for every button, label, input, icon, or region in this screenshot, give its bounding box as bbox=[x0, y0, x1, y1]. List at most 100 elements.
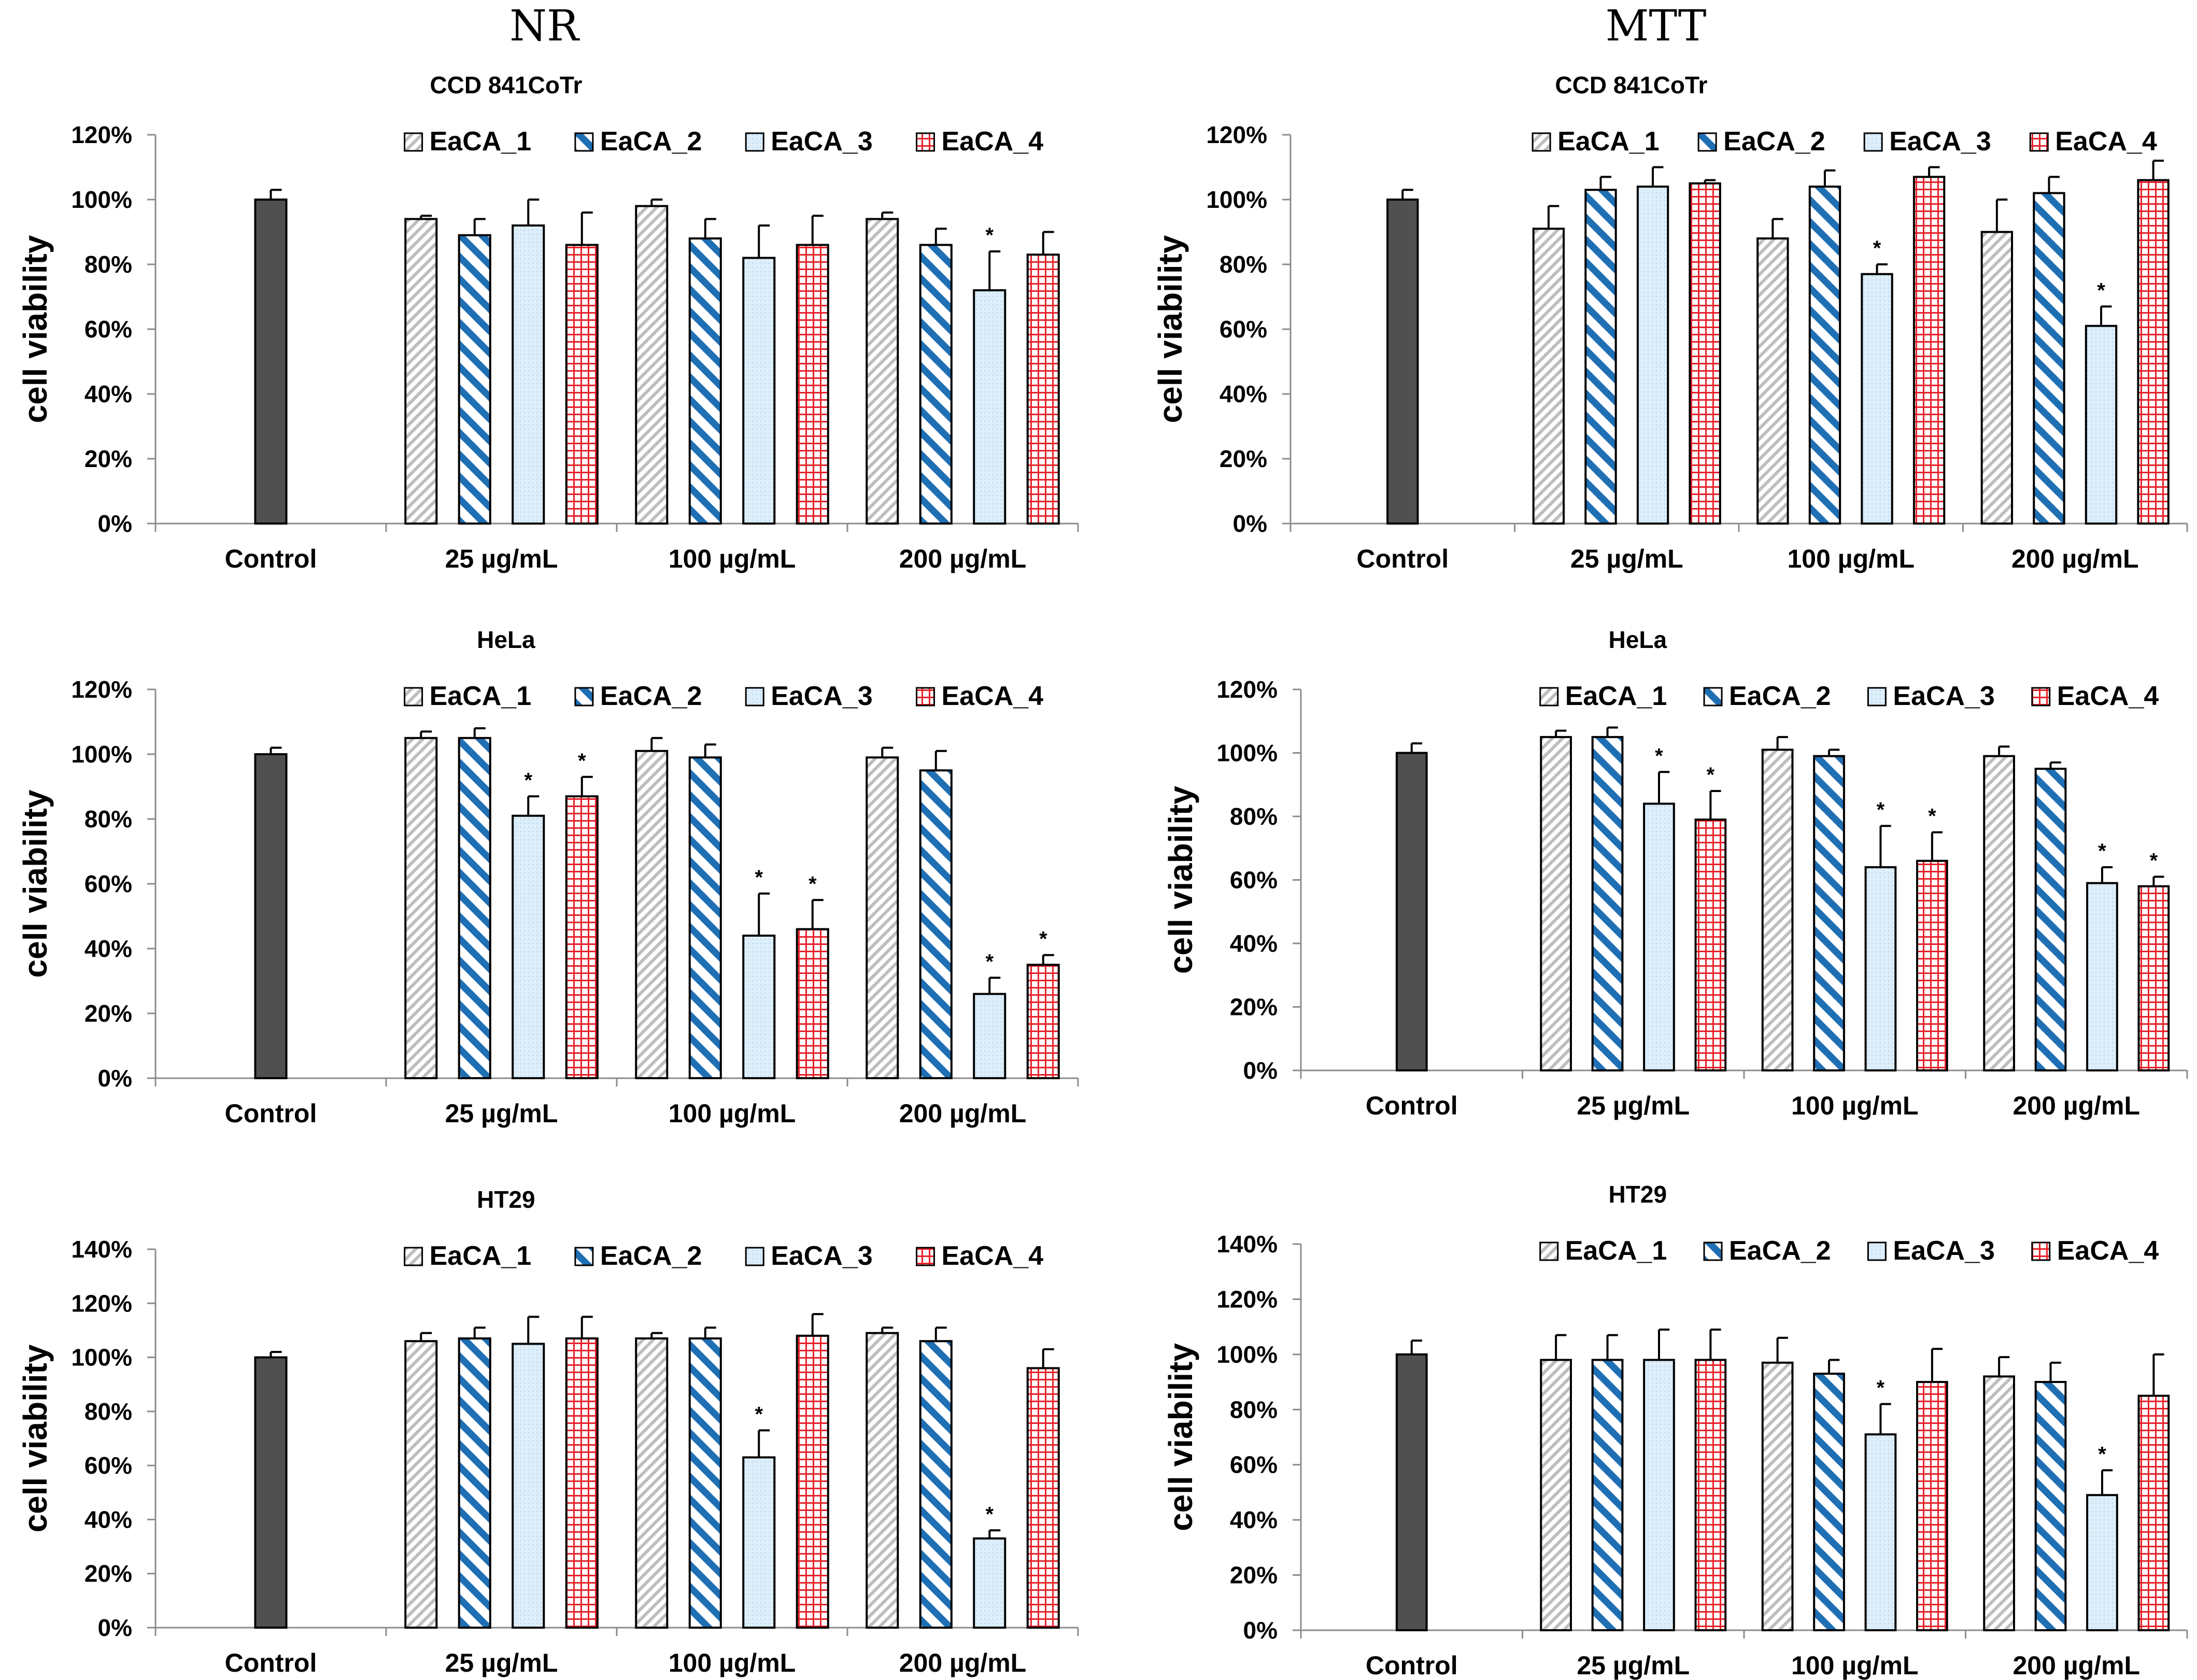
legend-swatch-eaca4 bbox=[916, 687, 935, 707]
bar-eaca2 bbox=[2034, 1381, 2067, 1632]
bar-eaca1 bbox=[635, 205, 669, 525]
bar-eaca4 bbox=[565, 1337, 599, 1629]
y-tick-label: 60% bbox=[84, 870, 132, 897]
y-tick-label: 140% bbox=[71, 1236, 132, 1263]
bar-eaca3 bbox=[1643, 1359, 1675, 1631]
legend-label: EaCA_3 bbox=[1893, 1236, 1995, 1266]
bar-eaca1 bbox=[866, 756, 899, 1079]
legend-label: EaCA_1 bbox=[1565, 1236, 1667, 1266]
category-label: Control bbox=[1356, 544, 1449, 573]
bar-eaca1 bbox=[1761, 749, 1794, 1071]
bar-eaca1 bbox=[866, 218, 899, 525]
category-label: 25 µg/mL bbox=[1570, 544, 1683, 573]
legend-label: EaCA_1 bbox=[430, 1241, 532, 1271]
control-bar bbox=[1386, 199, 1419, 525]
bar-eaca4 bbox=[1694, 818, 1727, 1071]
control-bar bbox=[254, 199, 288, 525]
bar-eaca4 bbox=[1916, 859, 1948, 1071]
bar-eaca3 bbox=[512, 224, 545, 525]
bar-eaca3 bbox=[1636, 186, 1669, 525]
bar-eaca1 bbox=[1532, 228, 1565, 525]
legend-label: EaCA_4 bbox=[2055, 126, 2157, 157]
bar-eaca1 bbox=[1983, 755, 2015, 1071]
bar-eaca1 bbox=[404, 1340, 438, 1629]
category-label: 200 µg/mL bbox=[2011, 544, 2139, 573]
category-label: 100 µg/mL bbox=[669, 1648, 796, 1677]
bar-eaca2 bbox=[1808, 186, 1841, 525]
legend-swatch-eaca3 bbox=[745, 1247, 764, 1266]
category-label: Control bbox=[1366, 1651, 1458, 1680]
category-label: Control bbox=[225, 1099, 317, 1128]
control-bar bbox=[1395, 752, 1428, 1071]
y-tick-label: 40% bbox=[1230, 930, 1278, 957]
chart-title: HT29 bbox=[1609, 1181, 1667, 1208]
chart-panel-nr-hela: HeLa cell viability 0% 20% 40% 60% 80% 100% 120%… bbox=[17, 626, 1079, 1128]
y-tick-label: 0% bbox=[98, 510, 132, 537]
y-tick-label: 0% bbox=[1243, 1057, 1278, 1084]
bar-eaca4 bbox=[1689, 182, 1721, 525]
y-tick-label: 60% bbox=[1230, 867, 1278, 894]
legend-swatch-eaca2 bbox=[574, 687, 594, 707]
y-tick-label: 100% bbox=[71, 741, 132, 768]
bar-eaca4 bbox=[1026, 253, 1060, 525]
bar-eaca1 bbox=[1980, 231, 2014, 525]
bar-eaca2 bbox=[1591, 736, 1624, 1071]
y-tick-label: 20% bbox=[1230, 994, 1278, 1021]
significance-marker: * bbox=[985, 950, 994, 973]
y-tick-label: 20% bbox=[84, 445, 132, 472]
legend-label: EaCA_2 bbox=[600, 681, 702, 711]
chart-panel-nr-ccd-841cotr: CCD 841CoTr cell viability 0% 20% 40% 60% 80% 1… bbox=[17, 72, 1079, 573]
category-label: 100 µg/mL bbox=[1787, 544, 1915, 573]
legend-swatch-eaca3 bbox=[1863, 132, 1883, 152]
bar-eaca3 bbox=[973, 993, 1007, 1079]
category-label: 25 µg/mL bbox=[445, 1648, 558, 1677]
legend-label: EaCA_1 bbox=[1557, 126, 1660, 157]
legend-swatch-eaca3 bbox=[745, 132, 764, 152]
y-tick-label: 20% bbox=[1220, 445, 1267, 472]
legend-swatch-eaca4 bbox=[916, 1247, 935, 1266]
legend-label: EaCA_3 bbox=[1893, 681, 1995, 711]
y-axis-label: cell viability bbox=[1152, 235, 1189, 423]
significance-marker: * bbox=[985, 1503, 994, 1526]
significance-marker: * bbox=[1039, 928, 1047, 951]
bar-eaca4 bbox=[565, 795, 599, 1079]
category-label: Control bbox=[1366, 1091, 1458, 1120]
y-tick-label: 0% bbox=[1233, 510, 1267, 537]
chart-panel-mtt-hela: HeLa cell viability 0% 20% 40% 60% 80% 100% 120%… bbox=[1162, 626, 2188, 1120]
y-tick-label: 120% bbox=[71, 121, 132, 148]
y-tick-label: 100% bbox=[1216, 740, 1278, 767]
significance-marker: * bbox=[809, 872, 817, 895]
y-tick-label: 120% bbox=[1216, 1286, 1278, 1312]
category-label: Control bbox=[225, 1648, 317, 1677]
legend-label: EaCA_4 bbox=[2057, 1236, 2159, 1266]
bar-eaca2 bbox=[688, 756, 722, 1079]
y-tick-label: 80% bbox=[1220, 251, 1267, 278]
bar-eaca4 bbox=[1026, 1367, 1060, 1629]
legend-label: EaCA_3 bbox=[1889, 126, 1991, 157]
significance-marker: * bbox=[2097, 279, 2105, 302]
significance-marker: * bbox=[524, 769, 532, 792]
chart-title: CCD 841CoTr bbox=[1555, 72, 1707, 98]
legend-label: EaCA_1 bbox=[430, 126, 532, 157]
column-header-mtt: MTT bbox=[1606, 2, 1707, 51]
y-tick-label: 120% bbox=[1206, 121, 1267, 148]
bar-eaca1 bbox=[1761, 1361, 1794, 1632]
y-tick-label: 40% bbox=[84, 380, 132, 407]
y-tick-label: 20% bbox=[84, 1560, 132, 1587]
legend-swatch-eaca2 bbox=[1697, 132, 1717, 152]
category-label: 200 µg/mL bbox=[899, 544, 1027, 573]
legend-swatch-eaca1 bbox=[1532, 132, 1551, 152]
y-tick-label: 140% bbox=[1216, 1231, 1278, 1258]
category-label: 200 µg/mL bbox=[2012, 1091, 2140, 1120]
bar-eaca4 bbox=[1026, 964, 1060, 1079]
significance-marker: * bbox=[2150, 849, 2158, 872]
control-bar bbox=[1395, 1353, 1428, 1632]
legend-label: EaCA_2 bbox=[1729, 681, 1831, 711]
y-axis-label: cell viability bbox=[1162, 1343, 1199, 1531]
legend-label: EaCA_2 bbox=[600, 1241, 702, 1271]
bar-eaca3 bbox=[973, 1537, 1007, 1629]
control-bar bbox=[254, 753, 288, 1079]
bar-eaca3 bbox=[1864, 866, 1897, 1071]
category-label: 100 µg/mL bbox=[669, 544, 796, 573]
chart-panel-nr-ht29: HT29 cell viability 0% 20% 40% 60% 80% 100% 120%… bbox=[17, 1186, 1079, 1677]
